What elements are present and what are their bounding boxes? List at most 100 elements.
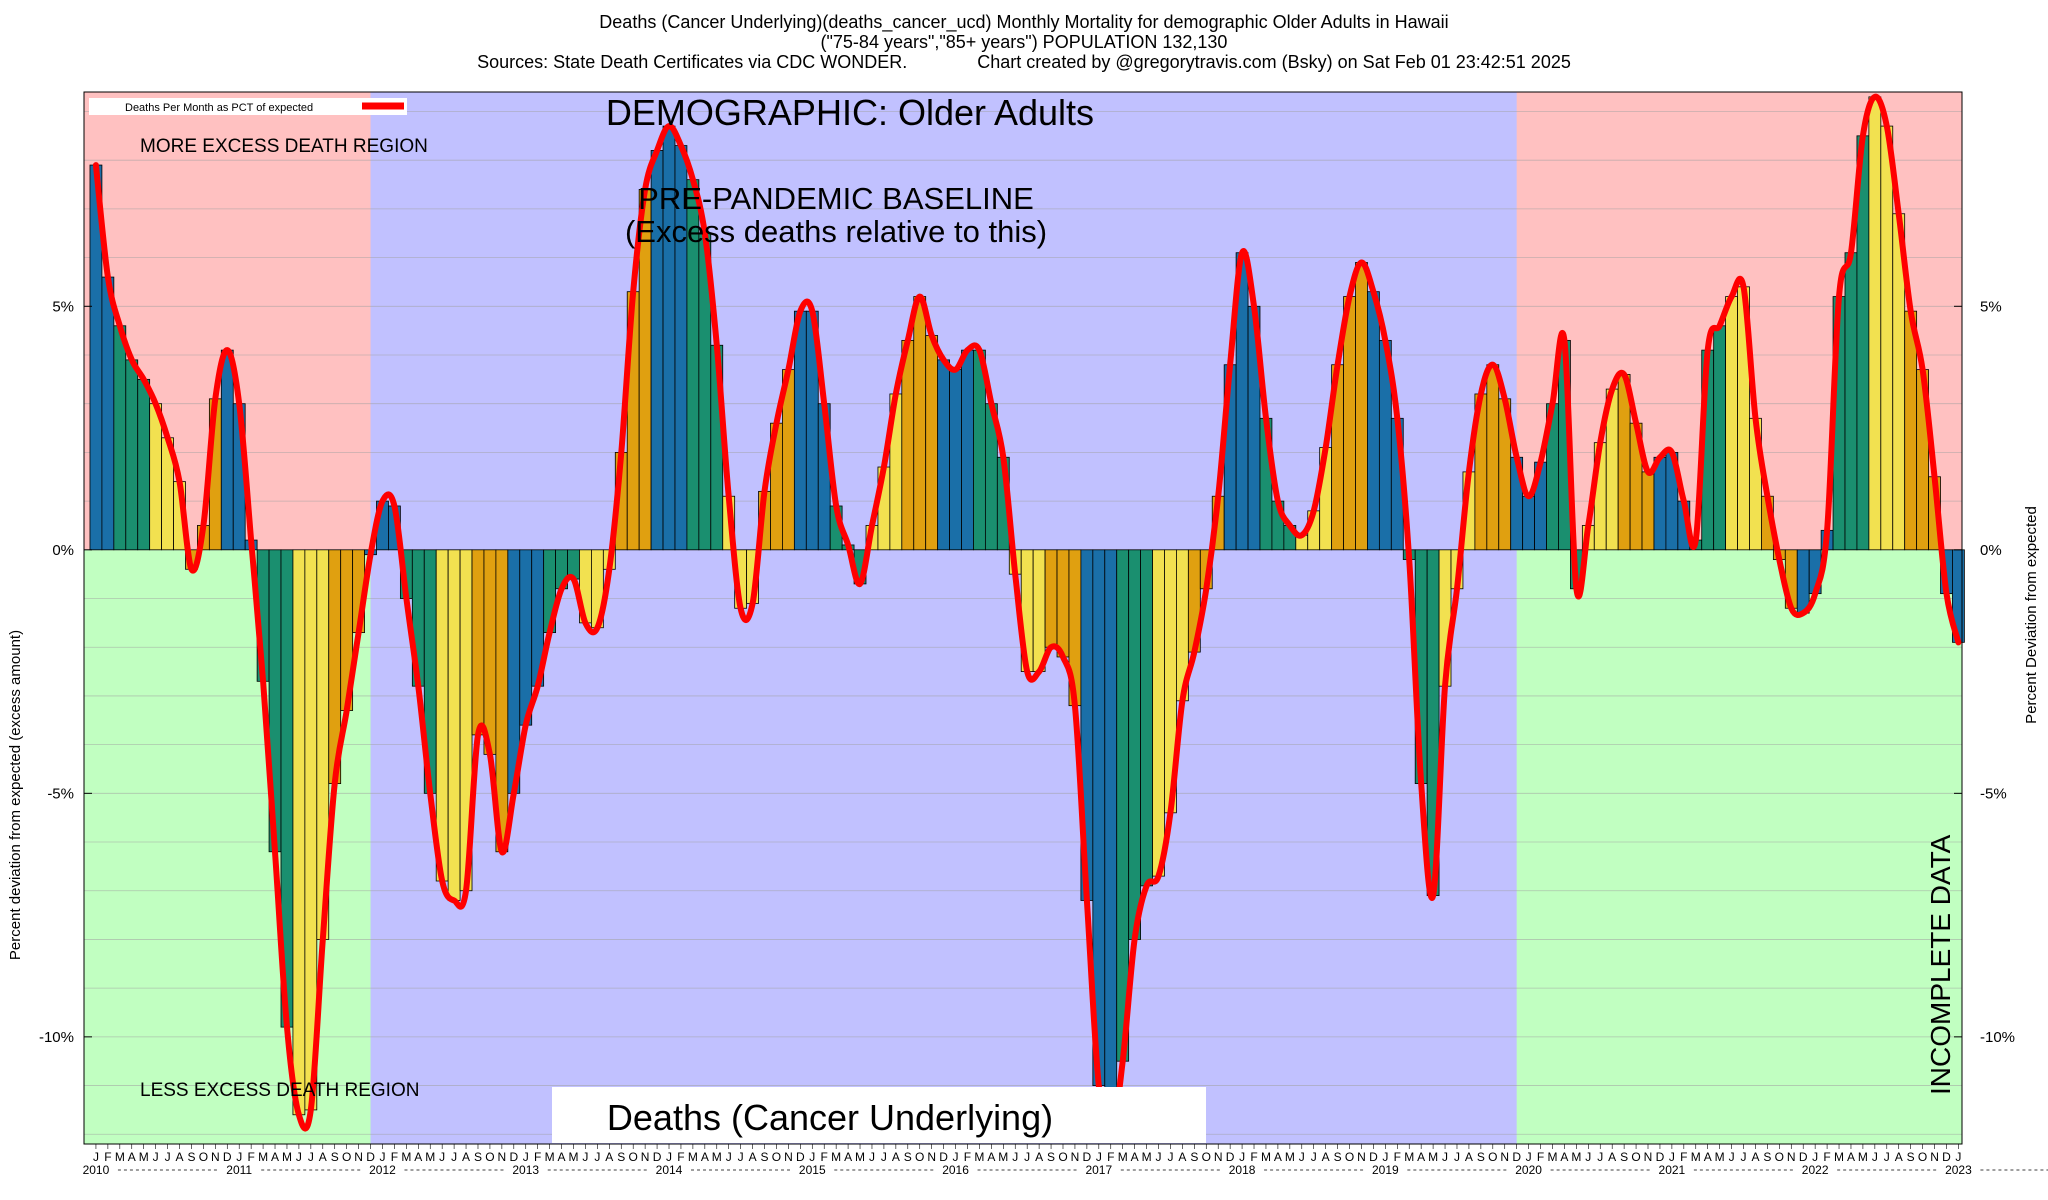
x-tick-month-label: O <box>1488 1150 1497 1164</box>
x-tick-month-label: S <box>1763 1150 1771 1164</box>
x-tick-month-label: A <box>1608 1150 1616 1164</box>
x-tick-month-label: J <box>1299 1150 1305 1164</box>
x-tick-month-label: D <box>1083 1150 1092 1164</box>
x-tick-month-label: A <box>319 1150 327 1164</box>
x-tick-month-label: M <box>1547 1150 1557 1164</box>
x-tick-month-label: A <box>1035 1150 1043 1164</box>
x-tick-month-label: D <box>653 1150 662 1164</box>
x-tick-month-label: D <box>1226 1150 1235 1164</box>
x-tick-month-label: M <box>1428 1150 1438 1164</box>
x-tick-month-label: M <box>139 1150 149 1164</box>
x-tick-month-label: J <box>1872 1150 1878 1164</box>
bar <box>1355 262 1368 551</box>
bar <box>519 549 533 726</box>
x-tick-month-label: M <box>855 1150 865 1164</box>
x-tick-month-label: J <box>165 1150 171 1164</box>
x-tick-month-label: M <box>1404 1150 1414 1164</box>
x-tick-month-label: J <box>236 1150 242 1164</box>
baseline-label-line-2: (Excess deaths relative to this) <box>625 214 1047 249</box>
bar <box>101 276 115 551</box>
x-tick-month-label: M <box>1285 1150 1295 1164</box>
baseline-label-line-1: PRE-PANDEMIC BASELINE <box>638 181 1034 216</box>
x-tick-month-label: M <box>1834 1150 1844 1164</box>
x-tick-month-label: F <box>964 1150 971 1164</box>
x-tick-month-label: S <box>761 1150 769 1164</box>
bar <box>137 378 151 551</box>
x-tick-month-label: F <box>534 1150 541 1164</box>
x-tick-month-label: J <box>1454 1150 1460 1164</box>
x-tick-month-label: S <box>617 1150 625 1164</box>
x-tick-month-label: F <box>1680 1150 1687 1164</box>
x-tick-month-label: J <box>738 1150 744 1164</box>
x-tick-month-label: J <box>582 1150 588 1164</box>
x-tick-month-label: F <box>677 1150 684 1164</box>
x-tick-month-label: J <box>1311 1150 1317 1164</box>
x-tick-month-label: A <box>1417 1150 1425 1164</box>
y-tick-label-right: -5% <box>1980 785 2007 802</box>
x-tick-month-label: D <box>1512 1150 1521 1164</box>
x-tick-month-label: J <box>1167 1150 1173 1164</box>
y-tick-label-left: -5% <box>47 785 74 802</box>
trend-line <box>92 93 1962 1143</box>
bar <box>1844 252 1858 551</box>
bar <box>937 359 950 551</box>
x-tick-month-label: J <box>1741 1150 1747 1164</box>
bar <box>1868 96 1882 551</box>
bar <box>220 349 234 551</box>
x-tick-month-label: S <box>331 1150 339 1164</box>
trend-line-layer <box>92 93 1962 1143</box>
x-tick-month-label: A <box>1131 1150 1139 1164</box>
x-tick-month-label: M <box>1571 1150 1581 1164</box>
x-tick-month-label: J <box>1812 1150 1818 1164</box>
bar <box>1522 495 1535 551</box>
x-tick-month-label: A <box>844 1150 852 1164</box>
bar <box>1796 549 1810 614</box>
x-tick-month-label: M <box>115 1150 125 1164</box>
bar <box>1140 549 1153 887</box>
x-tick-month-label: D <box>223 1150 232 1164</box>
bar <box>1486 364 1500 551</box>
bar <box>1128 549 1141 940</box>
x-tick-month-label: A <box>1895 1150 1903 1164</box>
x-tick-month-label: S <box>1477 1150 1485 1164</box>
x-tick-month-label: O <box>772 1150 781 1164</box>
x-tick-month-label: J <box>1012 1150 1018 1164</box>
x-tick-month-label: F <box>104 1150 111 1164</box>
incomplete-data-label: INCOMPLETE DATA <box>1925 834 1956 1095</box>
x-tick-month-label: D <box>796 1150 805 1164</box>
bar <box>949 369 962 551</box>
x-tick-month-label: A <box>1704 1150 1712 1164</box>
chart-header: Deaths (Cancer Underlying)(deaths_cancer… <box>0 12 2048 72</box>
x-tick-month-label: A <box>987 1150 995 1164</box>
x-tick-month-label: S <box>1907 1150 1915 1164</box>
x-tick-month-label: J <box>869 1150 875 1164</box>
x-tick-month-label: M <box>974 1150 984 1164</box>
x-tick-month-label: D <box>1799 1150 1808 1164</box>
x-tick-month-label: N <box>1357 1150 1366 1164</box>
x-tick-month-label: A <box>176 1150 184 1164</box>
grid-lines <box>84 111 1962 1135</box>
x-tick-month-label: F <box>1394 1150 1401 1164</box>
less-excess-region-label: LESS EXCESS DEATH REGION <box>140 1080 419 1101</box>
bar <box>901 339 915 551</box>
x-tick-month-label: A <box>701 1150 709 1164</box>
x-tick-year-label: 2011 <box>226 1163 252 1177</box>
x-tick-month-label: A <box>1560 1150 1568 1164</box>
baseline-region <box>370 92 1517 1144</box>
x-tick-month-label: S <box>904 1150 912 1164</box>
x-tick-month-label: D <box>509 1150 518 1164</box>
x-tick-month-label: J <box>1239 1150 1245 1164</box>
y-tick-label-right: 0% <box>1980 542 2002 559</box>
bar <box>1641 471 1655 551</box>
bar <box>113 325 127 551</box>
x-tick-month-label: N <box>927 1150 936 1164</box>
x-tick-year-label: 2021 <box>1659 1163 1686 1177</box>
x-tick-month-label: M <box>1858 1150 1868 1164</box>
bar <box>1367 291 1380 551</box>
x-tick-month-label: D <box>1369 1150 1378 1164</box>
x-tick-month-label: F <box>391 1150 398 1164</box>
x-tick-month-label: M <box>1691 1150 1701 1164</box>
chart-title-line-1: Deaths (Cancer Underlying)(deaths_cancer… <box>599 12 1449 32</box>
x-tick-month-label: A <box>271 1150 279 1164</box>
bar <box>1116 549 1130 1062</box>
